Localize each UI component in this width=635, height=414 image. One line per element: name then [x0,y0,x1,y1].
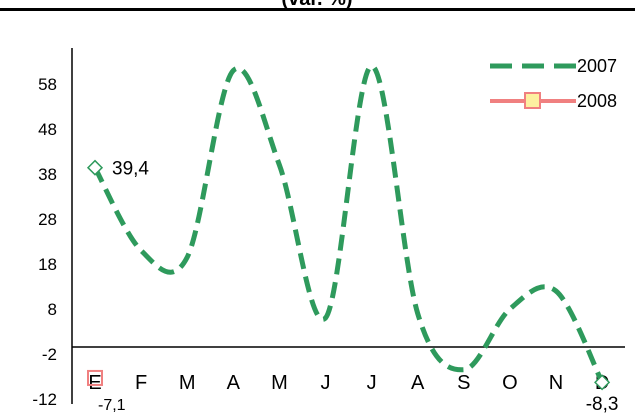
x-tick-label: E [88,372,101,394]
y-tick-label: 18 [38,255,57,274]
legend-2007-label: 2007 [577,56,617,76]
x-tick-labels: EFMAMJJASOND [88,372,609,394]
annotations-layer: 39,4 -7,1 -8,3 [98,159,618,414]
legend-2008-marker [524,92,541,109]
y-tick-label: -12 [32,390,57,409]
chart-title: (var. %) [281,0,352,10]
x-tick-label: J [321,372,331,394]
data-label-e-2007: 39,4 [112,159,149,180]
series-2007-point [594,374,611,391]
y-tick-label: 58 [38,75,57,94]
x-tick-label: J [367,372,377,394]
legend-2008-label: 2008 [577,91,617,111]
x-tick-label: A [411,372,425,394]
y-tick-labels: -12 -2 8 18 28 38 48 58 [32,75,57,409]
series-2007-point [86,159,104,176]
x-tick-label: A [227,372,241,394]
x-tick-label: M [271,372,288,394]
x-tick-label: F [135,372,147,394]
y-tick-label: 8 [48,300,57,319]
y-tick-label: 48 [38,120,57,139]
x-tick-label: O [502,372,518,394]
series-2008-point [87,369,103,386]
y-tick-label: 38 [38,165,57,184]
x-tick-label: M [179,372,196,394]
series-layer [86,63,611,391]
data-label-e-2008: -7,1 [98,397,126,414]
x-tick-label: S [457,372,470,394]
top-rule [0,8,635,11]
y-tick-label: -2 [42,345,57,364]
series-2007-line [92,63,605,384]
x-tick-label: N [549,372,563,394]
legend: 2007 2008 [490,56,617,111]
y-tick-label: 28 [38,210,57,229]
data-label-d-2007: -8,3 [586,394,619,414]
